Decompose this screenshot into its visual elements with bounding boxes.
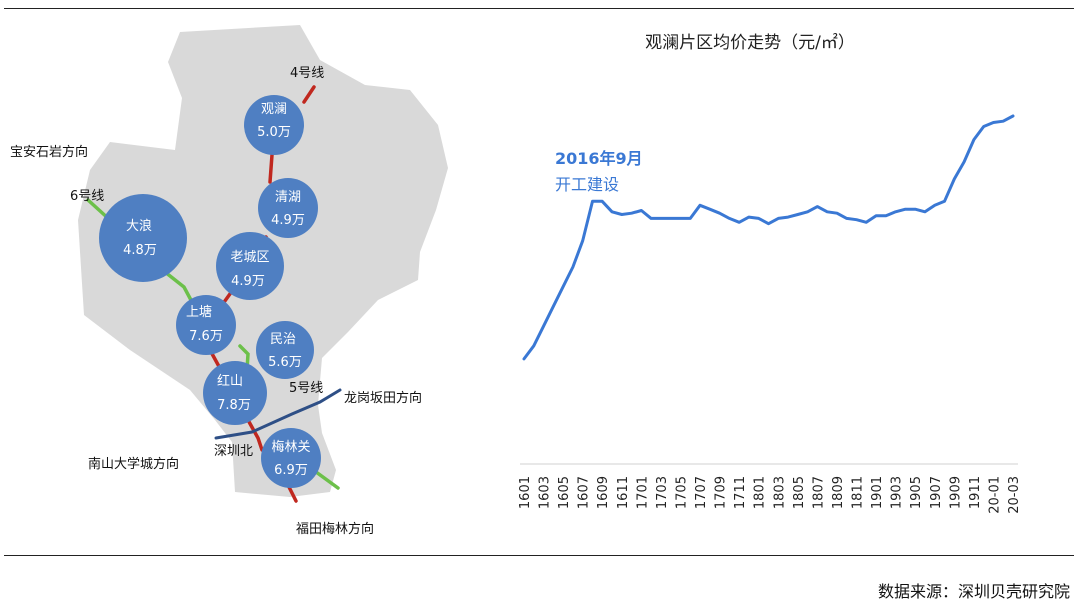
station-name-qinghu: 清湖 (275, 190, 301, 205)
x-tick-label: 1803 (772, 476, 787, 509)
station-name-shangtang: 上塘 (186, 304, 212, 320)
chart-annotation-line1: 2016年9月 (555, 149, 643, 168)
station-price-hongshan: 7.8万 (217, 398, 251, 413)
x-tick-label: 1603 (538, 476, 553, 509)
label-baoan: 宝安石岩方向 (10, 144, 88, 160)
x-tick-label: 1809 (831, 476, 846, 509)
x-tick-label: 1801 (753, 476, 768, 509)
x-tick-label: 1705 (674, 476, 689, 509)
station-name-guanlan: 观澜 (261, 102, 287, 117)
x-tick-label: 1905 (909, 476, 924, 509)
station-price-laochengqu: 4.9万 (231, 274, 265, 289)
bottom-rule (4, 555, 1074, 556)
bubble-meilinguan[interactable] (261, 428, 321, 488)
label-nanshan: 南山大学城方向 (88, 456, 179, 472)
price-trend-chart: 观澜片区均价走势（元/㎡） 2016年9月 开工建设 1601 1603 1605 1… (518, 33, 1022, 514)
area-map: 观澜 5.0万 清湖 4.9万 大浪 4.8万 老城区 4.9万 上塘 7.6万… (10, 25, 448, 537)
x-tick-label: 1601 (518, 476, 533, 509)
station-price-shangtang: 7.6万 (189, 329, 223, 344)
x-tick-label: 1703 (655, 476, 670, 509)
x-tick-label: 1609 (596, 476, 611, 509)
label-shenzhen-north: 深圳北 (214, 444, 253, 459)
x-tick-label: 1605 (557, 476, 572, 509)
line5-path (214, 388, 342, 440)
bubble-hongshan[interactable] (203, 361, 267, 425)
label-line4: 4号线 (290, 66, 324, 81)
line6-path (86, 198, 340, 490)
station-price-dalang: 4.8万 (123, 243, 157, 258)
station-price-minzhi: 5.6万 (268, 355, 302, 370)
x-tick-label: 1711 (733, 476, 748, 509)
station-name-meilinguan: 梅林关 (271, 440, 310, 455)
x-tick-label: 1805 (792, 476, 807, 509)
x-tick-label: 1607 (577, 476, 592, 509)
bubble-laochengqu[interactable] (216, 232, 284, 300)
x-tick-label: 1611 (616, 476, 631, 509)
price-series-line (522, 114, 1015, 361)
station-bubbles (99, 95, 321, 488)
label-longgang: 龙岗坂田方向 (344, 390, 422, 406)
x-tick-label: 20-03 (1007, 476, 1022, 514)
top-rule (4, 8, 1074, 9)
x-tick-label: 1709 (714, 476, 729, 509)
bubble-dalang[interactable] (99, 194, 187, 282)
x-axis-ticks: 1601 1603 1605 1607 1609 1611 1701 1703 1705 1707… (518, 476, 1022, 514)
x-tick-label: 1811 (851, 476, 866, 509)
station-price-qinghu: 4.9万 (271, 213, 305, 228)
x-tick-label: 1911 (968, 476, 983, 509)
chart-annotation-line2: 开工建设 (555, 175, 619, 194)
x-tick-label: 1901 (870, 476, 885, 509)
station-name-hongshan: 红山 (217, 373, 243, 389)
station-name-minzhi: 民治 (270, 332, 296, 347)
x-tick-label: 1903 (890, 476, 905, 509)
station-price-meilinguan: 6.9万 (274, 463, 308, 478)
source-note: 数据来源：深圳贝壳研究院 (877, 582, 1070, 601)
bubble-shangtang[interactable] (176, 295, 236, 355)
x-tick-label: 1701 (635, 476, 650, 509)
bubble-guanlan[interactable] (244, 95, 304, 155)
station-price-guanlan: 5.0万 (257, 125, 291, 140)
x-tick-label: 1909 (948, 476, 963, 509)
label-futian: 福田梅林方向 (296, 521, 374, 537)
x-tick-label: 20-01 (987, 476, 1002, 514)
chart-title: 观澜片区均价走势（元/㎡） (645, 33, 855, 53)
x-tick-label: 1907 (929, 476, 944, 509)
x-tick-label: 1707 (694, 476, 709, 509)
station-name-dalang: 大浪 (126, 219, 152, 234)
x-tick-label: 1807 (811, 476, 826, 509)
station-name-laochengqu: 老城区 (230, 250, 269, 265)
label-line5: 5号线 (289, 381, 323, 396)
label-line6: 6号线 (70, 189, 104, 204)
bubble-minzhi[interactable] (256, 321, 314, 379)
bubble-qinghu[interactable] (258, 178, 318, 238)
